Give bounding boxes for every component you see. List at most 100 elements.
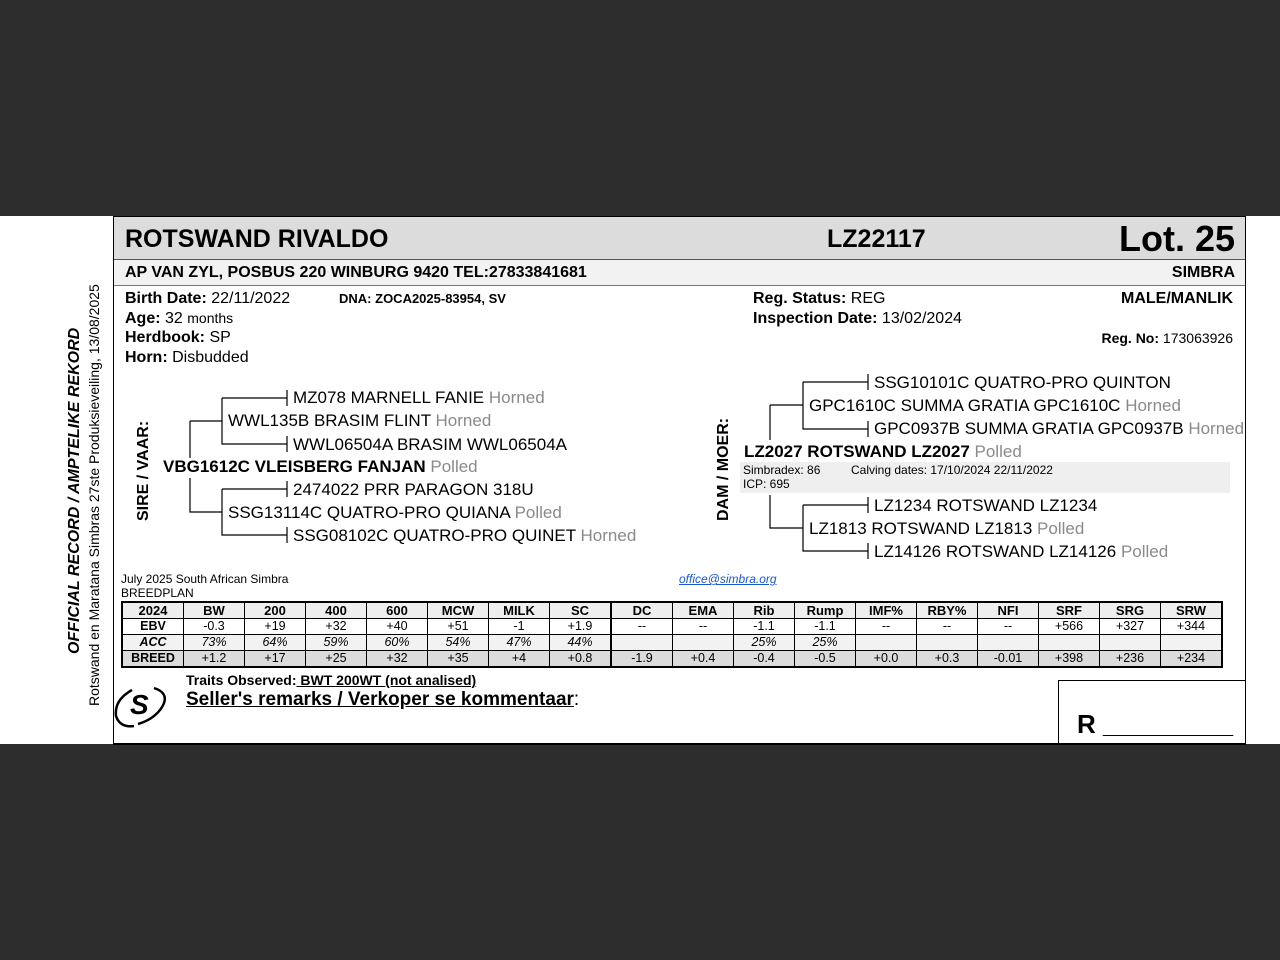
table-cell: -0.4 bbox=[733, 650, 795, 668]
table-cell: +344 bbox=[1160, 618, 1223, 635]
column-header: SC bbox=[549, 601, 612, 619]
table-cell: EBV bbox=[121, 618, 184, 635]
table-cell: -1.1 bbox=[733, 618, 795, 635]
column-header: Rump bbox=[794, 601, 856, 619]
table-cell: -0.3 bbox=[183, 618, 245, 635]
birth-date: Birth Date: 22/11/2022 bbox=[125, 290, 291, 307]
sire-sire: WWL135B BRASIM FLINT Horned bbox=[228, 411, 492, 430]
table-cell: -- bbox=[855, 618, 917, 635]
table-cell: 59% bbox=[305, 634, 367, 651]
column-header: SRG bbox=[1099, 601, 1161, 619]
table-cell: -- bbox=[916, 618, 978, 635]
table-cell: +398 bbox=[1038, 650, 1100, 668]
svg-text:S: S bbox=[130, 689, 149, 720]
table-cell: +0.8 bbox=[549, 650, 612, 668]
table-cell: 44% bbox=[549, 634, 612, 651]
table-cell: +32 bbox=[366, 650, 428, 668]
column-header: EMA bbox=[672, 601, 734, 619]
simbra-logo-icon: S bbox=[114, 686, 167, 728]
table-cell bbox=[1038, 634, 1100, 651]
column-header: IMF% bbox=[855, 601, 917, 619]
table-cell: 64% bbox=[244, 634, 306, 651]
table-cell: +17 bbox=[244, 650, 306, 668]
table-cell: 60% bbox=[366, 634, 428, 651]
table-cell: -- bbox=[610, 618, 673, 635]
owner-line: AP VAN ZYL, POSBUS 220 WINBURG 9420 TEL:… bbox=[125, 264, 587, 281]
dam-sire: GPC1610C SUMMA GRATIA GPC1610C Horned bbox=[809, 396, 1181, 415]
sire-dam: SSG13114C QUATRO-PRO QUIANA Polled bbox=[228, 503, 562, 522]
table-cell: +32 bbox=[305, 618, 367, 635]
table-row-breed: BREED +1.2 +17 +25 +32 +35 +4 +0.8 -1.9 +0.4 -0.4-… bbox=[121, 650, 1223, 668]
email-link[interactable]: office@simbra.org bbox=[679, 572, 777, 586]
sire-label: SIRE / VAAR: bbox=[135, 420, 152, 521]
table-row-acc: ACC 73% 64% 59% 60% 54% 47% 44% 25% 25% bbox=[121, 634, 1223, 651]
table-cell bbox=[977, 634, 1039, 651]
inspection-date: Inspection Date: 13/02/2024 bbox=[753, 310, 962, 327]
table-cell: +35 bbox=[427, 650, 489, 668]
dam-name: LZ2027 ROTSWAND LZ2027 Polled bbox=[744, 442, 1022, 461]
table-cell bbox=[916, 634, 978, 651]
dam-sire-dam: GPC0937B SUMMA GRATIA GPC0937B Horned bbox=[874, 419, 1245, 438]
table-cell: -0.01 bbox=[977, 650, 1039, 668]
table-cell: -1.1 bbox=[794, 618, 856, 635]
table-cell: +1.2 bbox=[183, 650, 245, 668]
column-header: NFI bbox=[977, 601, 1039, 619]
table-cell: +566 bbox=[1038, 618, 1100, 635]
dam-stats: Simbradex: 86 Calving dates: 17/10/2024 … bbox=[740, 462, 1230, 493]
table-cell bbox=[610, 634, 673, 651]
column-header: 400 bbox=[305, 601, 367, 619]
r-field[interactable]: R _________ bbox=[1077, 709, 1234, 739]
table-cell: -1 bbox=[488, 618, 550, 635]
table-cell bbox=[1099, 634, 1161, 651]
traits-observed: Traits Observed: BWT 200WT (not analised… bbox=[186, 672, 477, 688]
breedplan-date: July 2025 South African Simbra bbox=[121, 572, 289, 586]
table-cell bbox=[1160, 634, 1223, 651]
column-header: RBY% bbox=[916, 601, 978, 619]
reg-no: Reg. No: 173063926 bbox=[1101, 330, 1233, 346]
breed-label: SIMBRA bbox=[1171, 264, 1235, 281]
table-cell: +4 bbox=[488, 650, 550, 668]
column-header: 2024 bbox=[121, 601, 184, 619]
table-cell bbox=[672, 634, 734, 651]
table-cell: +40 bbox=[366, 618, 428, 635]
dam-sire-sire: SSG10101C QUATRO-PRO QUINTON bbox=[874, 373, 1171, 392]
table-cell: 25% bbox=[733, 634, 795, 651]
r-box: R _________ bbox=[1058, 680, 1245, 743]
table-cell: +51 bbox=[427, 618, 489, 635]
column-header: MILK bbox=[488, 601, 550, 619]
column-header: 200 bbox=[244, 601, 306, 619]
table-cell bbox=[855, 634, 917, 651]
column-header: BW bbox=[183, 601, 245, 619]
dam-label: DAM / MOER: bbox=[715, 417, 732, 521]
table-header-row: 2024 BW 200 400 600 MCW MILK SC DC EMA Rib Rump IMF%… bbox=[121, 601, 1223, 619]
table-cell: -1.9 bbox=[610, 650, 673, 668]
sire-dam-sire: 2474022 PRR PARAGON 318U bbox=[293, 480, 534, 499]
table-cell: 47% bbox=[488, 634, 550, 651]
table-cell: 54% bbox=[427, 634, 489, 651]
sire-sire-dam: WWL06504A BRASIM WWL06504A bbox=[293, 435, 568, 454]
sire-name: VBG1612C VLEISBERG FANJAN Polled bbox=[163, 457, 478, 476]
table-cell: -- bbox=[977, 618, 1039, 635]
table-cell: +25 bbox=[305, 650, 367, 668]
table-cell: ACC bbox=[121, 634, 184, 651]
herdbook: Herdbook: SP bbox=[125, 329, 231, 346]
table-cell: +234 bbox=[1160, 650, 1223, 668]
sire-sire-sire: MZ078 MARNELL FANIE Horned bbox=[293, 388, 545, 407]
dam-dam-dam: LZ14126 ROTSWAND LZ14126 Polled bbox=[874, 542, 1169, 561]
column-header: SRW bbox=[1160, 601, 1223, 619]
column-header: MCW bbox=[427, 601, 489, 619]
dam-dam-sire: LZ1234 ROTSWAND LZ1234 bbox=[874, 496, 1098, 515]
sellers-remarks: Seller's remarks / Verkoper se kommentaa… bbox=[186, 689, 580, 710]
table-cell: -- bbox=[672, 618, 734, 635]
sire-dam-dam: SSG08102C QUATRO-PRO QUINET Horned bbox=[293, 526, 637, 545]
column-header: SRF bbox=[1038, 601, 1100, 619]
ebv-table: 2024 BW 200 400 600 MCW MILK SC DC EMA Rib Rump IMF%… bbox=[121, 601, 1223, 668]
table-cell: +0.3 bbox=[916, 650, 978, 668]
dam-dam: LZ1813 ROTSWAND LZ1813 Polled bbox=[809, 519, 1085, 538]
table-cell: +327 bbox=[1099, 618, 1161, 635]
age: Age: 32 months bbox=[125, 310, 234, 327]
owner-bar: AP VAN ZYL, POSBUS 220 WINBURG 9420 TEL:… bbox=[114, 260, 1245, 286]
table-cell: +19 bbox=[244, 618, 306, 635]
horn: Horn: Disbudded bbox=[125, 349, 249, 366]
table-row-ebv: EBV -0.3 +19 +32 +40 +51 -1 +1.9 -- -- -1.1 -1.1 -- -… bbox=[121, 618, 1223, 635]
